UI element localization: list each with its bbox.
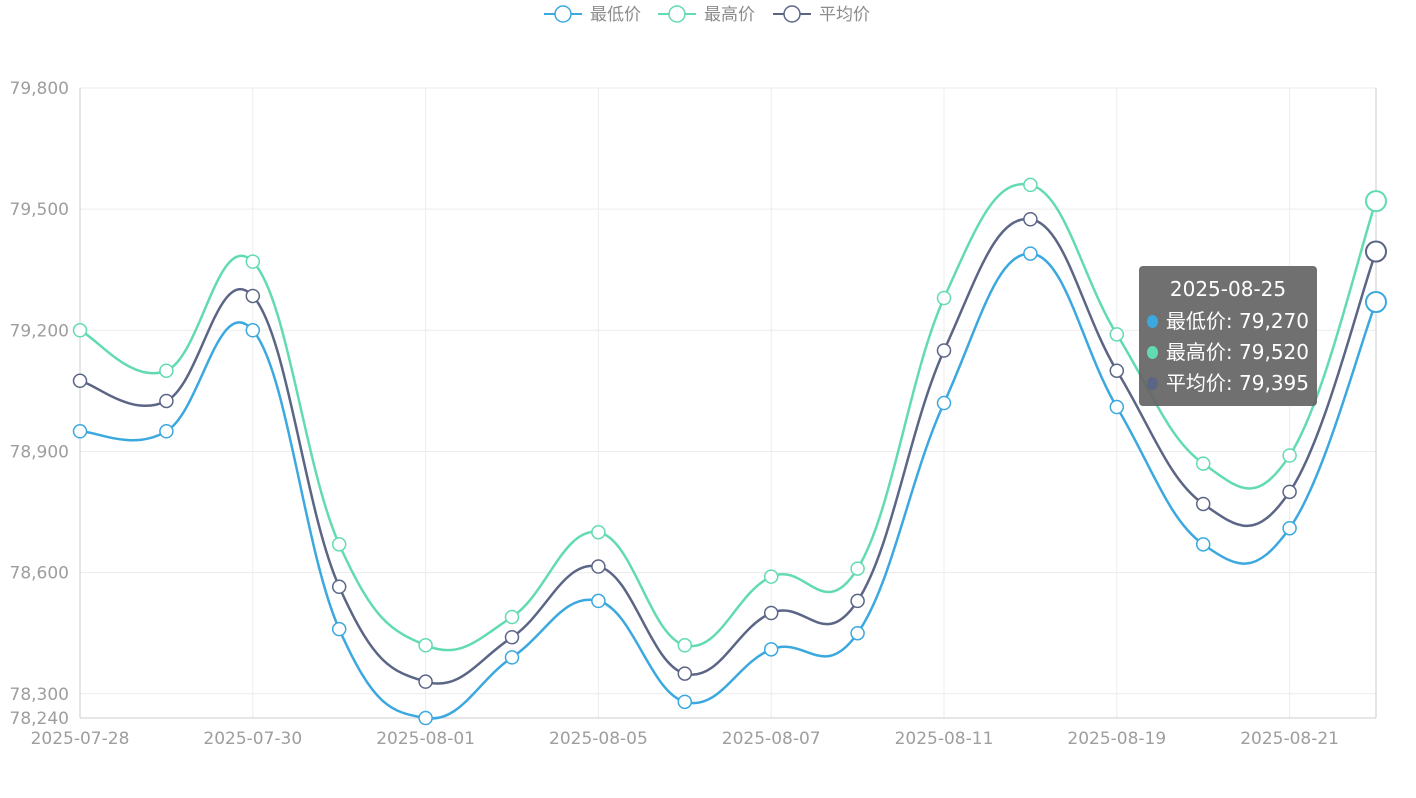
legend-label: 最低价 bbox=[590, 5, 641, 25]
tooltip-label-avg: 平均价: 79,395 bbox=[1165, 371, 1309, 395]
legend-item-2[interactable]: 平均价 bbox=[773, 5, 870, 25]
data-point bbox=[331, 621, 347, 637]
tooltip-row-max: 最高价: 79,520 bbox=[1147, 337, 1309, 368]
tooltip-row-min: 最低价: 79,270 bbox=[1147, 306, 1309, 337]
data-point bbox=[1023, 177, 1038, 193]
data-point bbox=[677, 694, 693, 710]
data-point bbox=[418, 674, 433, 689]
x-tick-label: 2025-07-30 bbox=[203, 729, 302, 749]
x-tick-label: 2025-08-19 bbox=[1067, 729, 1166, 749]
data-point bbox=[331, 579, 347, 594]
data-point bbox=[591, 524, 606, 540]
data-point bbox=[72, 323, 88, 338]
data-point bbox=[418, 638, 433, 653]
y-tick-label: 78,600 bbox=[10, 564, 69, 584]
y-tick-label: 79,500 bbox=[10, 200, 69, 220]
data-point bbox=[1195, 456, 1211, 471]
x-tick-label: 2025-08-11 bbox=[895, 729, 994, 749]
legend-label: 平均价 bbox=[819, 5, 870, 25]
data-point bbox=[1195, 537, 1211, 552]
data-point bbox=[1365, 190, 1387, 213]
tooltip-title: 2025-08-25 bbox=[1169, 277, 1287, 301]
legend-marker bbox=[668, 5, 686, 23]
x-tick-label: 2025-08-21 bbox=[1240, 729, 1339, 749]
legend-label: 最高价 bbox=[704, 5, 755, 25]
data-point bbox=[591, 593, 606, 609]
y-tick-label: 78,240 bbox=[10, 709, 69, 729]
data-point bbox=[763, 569, 779, 584]
data-point bbox=[850, 561, 865, 576]
data-point bbox=[850, 593, 865, 609]
data-point bbox=[1195, 496, 1211, 512]
legend-marker bbox=[554, 5, 572, 23]
x-tick-label: 2025-08-07 bbox=[722, 729, 821, 749]
data-point bbox=[1282, 520, 1297, 536]
data-point bbox=[763, 642, 779, 657]
legend-marker bbox=[783, 5, 801, 23]
data-point bbox=[504, 650, 520, 665]
data-point bbox=[159, 424, 174, 439]
data-point bbox=[245, 288, 261, 304]
legend[interactable]: 最低价 最高价 平均价 bbox=[544, 5, 870, 25]
tooltip-dot-avg bbox=[1147, 377, 1158, 390]
series-points bbox=[72, 177, 1387, 726]
data-point bbox=[72, 373, 88, 389]
data-point bbox=[159, 393, 174, 409]
y-tick-label: 79,200 bbox=[10, 321, 69, 341]
data-point bbox=[1109, 363, 1125, 378]
data-point bbox=[591, 559, 606, 574]
y-tick-label: 78,300 bbox=[10, 685, 69, 705]
data-point bbox=[936, 290, 952, 306]
data-point bbox=[677, 666, 693, 681]
tooltip: 2025-08-25 最低价: 79,270 最高价: 79,520 平均价: … bbox=[1139, 266, 1317, 406]
data-point bbox=[1109, 399, 1125, 415]
tooltip-label-max: 最高价: 79,520 bbox=[1165, 340, 1309, 364]
data-point bbox=[1282, 484, 1297, 500]
data-point bbox=[504, 629, 520, 645]
data-point bbox=[1282, 448, 1297, 463]
data-point bbox=[245, 254, 261, 269]
data-point bbox=[763, 605, 779, 621]
legend-item-0[interactable]: 最低价 bbox=[544, 5, 641, 25]
tooltip-dot-max bbox=[1147, 346, 1158, 359]
series-line-1 bbox=[79, 182, 1378, 652]
series-line-2 bbox=[79, 217, 1378, 685]
data-point bbox=[1109, 327, 1125, 342]
data-point bbox=[677, 638, 693, 653]
data-point bbox=[850, 625, 865, 641]
y-tick-label: 78,900 bbox=[10, 442, 69, 462]
data-point bbox=[504, 609, 520, 625]
tooltip-label-min: 最低价: 79,270 bbox=[1165, 309, 1309, 333]
data-point bbox=[1023, 246, 1038, 261]
data-point bbox=[1365, 291, 1387, 314]
x-tick-label: 2025-08-01 bbox=[376, 729, 475, 749]
tooltip-dot-min bbox=[1147, 315, 1158, 328]
data-point bbox=[245, 323, 261, 338]
data-point bbox=[418, 710, 433, 726]
data-point bbox=[159, 363, 174, 378]
series-lines bbox=[79, 182, 1378, 720]
data-point bbox=[72, 424, 88, 439]
legend-item-1[interactable]: 最高价 bbox=[658, 5, 755, 25]
tooltip-row-avg: 平均价: 79,395 bbox=[1147, 368, 1309, 399]
series-line-0 bbox=[79, 252, 1378, 720]
x-tick-label: 2025-07-28 bbox=[31, 729, 130, 749]
y-tick-label: 79,800 bbox=[10, 79, 69, 99]
x-tick-label: 2025-08-05 bbox=[549, 729, 648, 749]
axes: 79,800 79,500 79,200 78,900 78,600 78,300 78,2… bbox=[10, 79, 1376, 749]
data-point bbox=[1023, 212, 1038, 227]
data-point bbox=[1365, 240, 1387, 263]
data-point bbox=[936, 395, 952, 411]
data-point bbox=[331, 537, 347, 552]
data-point bbox=[936, 343, 952, 358]
